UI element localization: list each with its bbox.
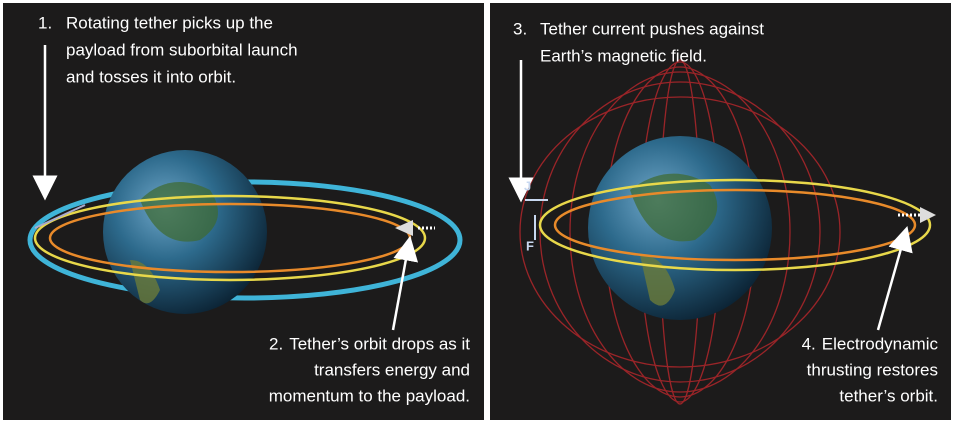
caption-line: tether’s orbit. (839, 386, 938, 405)
caption-line: Tether current pushes against (540, 19, 764, 38)
caption-line: momentum to the payload. (269, 386, 470, 405)
caption-number: 2. (269, 334, 283, 353)
vector-label: F (526, 238, 534, 253)
caption-number: 4. (802, 334, 816, 353)
caption-line: Rotating tether picks up the (66, 13, 273, 32)
illustration: J F 1. Rotating tether picks up the payloa… (0, 0, 954, 423)
vector-label: J (524, 178, 531, 193)
caption-number: 1. (38, 13, 52, 32)
caption-line: transfers energy and (314, 360, 470, 379)
caption-line: Earth’s magnetic field. (540, 46, 707, 65)
caption-number: 3. (513, 19, 527, 38)
caption-line: Electrodynamic (822, 334, 939, 353)
caption-line: payload from suborbital launch (66, 40, 298, 59)
caption-line: Tether’s orbit drops as it (289, 334, 470, 353)
caption-line: and tosses it into orbit. (66, 67, 236, 86)
caption-line: thrusting restores (807, 360, 938, 379)
